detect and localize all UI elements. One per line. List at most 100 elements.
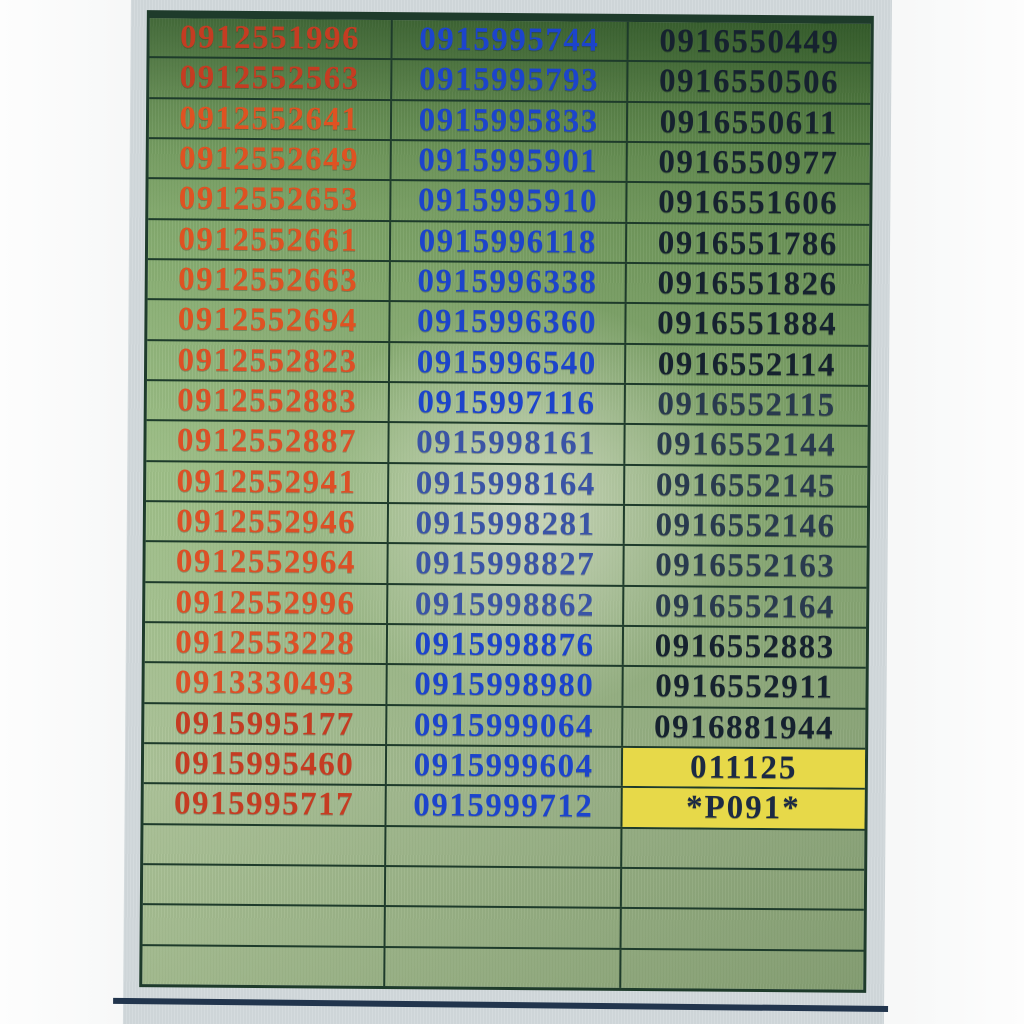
phone-number-cell: 0915995793 [390, 60, 627, 101]
table-row: 0915995717 0915999712 *P091* [143, 784, 865, 831]
phone-number-cell: 0915996338 [388, 262, 625, 303]
table-row: 0912552883 0915997116 0916552115 [146, 381, 868, 428]
empty-cell [619, 828, 865, 869]
empty-table-row [142, 946, 864, 990]
phone-number-cell: 0915995910 [389, 181, 626, 222]
phone-number-cell: 0915995460 [174, 745, 355, 783]
table-row: 0912552649 0915995901 0916550977 [148, 139, 870, 186]
phone-number-cell: 0916552114 [623, 344, 869, 385]
table-row: 0912552946 0915998281 0916552146 [145, 502, 867, 549]
phone-number-cell: 0912552887 [176, 422, 358, 461]
table-row: 0912552653 0915995910 0916551606 [148, 179, 870, 226]
table-row: 0912551996 0915995744 0916550449 [149, 18, 871, 65]
table-row: 0912552563 0915995793 0916550506 [149, 58, 871, 105]
phone-number-cell: 0912552663 [178, 261, 359, 299]
phone-number-cell: 0915998281 [386, 503, 623, 545]
phone-number-cell: 0915996118 [388, 221, 625, 262]
table-row: 0912552663 0915996338 0916551826 [147, 260, 869, 307]
empty-table-row [142, 865, 865, 912]
phone-number-cell: 0916552144 [622, 425, 868, 466]
screen-edge-line [113, 997, 889, 1013]
empty-cell [383, 866, 620, 908]
phone-number-table: 0912551996 0915995744 0916550449 0912552… [139, 10, 874, 993]
empty-cell [618, 949, 864, 990]
phone-number-cell: 0915995717 [173, 785, 355, 824]
table-row: 0912552823 0915996540 0916552114 [146, 340, 869, 387]
phone-number-cell: 0912552946 [176, 503, 357, 541]
table-row: 0912552964 0915998827 0916552163 [145, 542, 867, 589]
table-row: 0912552996 0915998862 0916552164 [145, 582, 867, 629]
phone-number-cell: 0915997116 [387, 382, 624, 424]
phone-number-cell: 0916551826 [624, 263, 869, 305]
table-row: 0912552694 0915996360 0916551884 [147, 300, 869, 347]
table-row: 0913330493 0915998980 0916552911 [144, 663, 866, 710]
phone-number-cell: 0915995901 [389, 141, 626, 182]
phone-number-cell: 0913330493 [174, 664, 356, 703]
promo-code-cell: *P091* [620, 788, 865, 829]
phone-number-cell: 0916552115 [623, 384, 868, 426]
phone-number-cell: 0915995177 [174, 705, 355, 743]
phone-number-cell: 0916550506 [625, 62, 871, 103]
phone-number-cell: 0916550611 [625, 102, 871, 143]
phone-number-cell: 0916552911 [621, 667, 866, 708]
table-row: 0912553228 0915998876 0916552883 [144, 623, 867, 670]
phone-number-cell: 0916550977 [625, 142, 870, 184]
phone-number-cell: 0916552146 [622, 505, 867, 547]
phone-number-cell: 0912552563 [179, 59, 360, 98]
phone-number-cell: 0915999604 [384, 745, 621, 787]
spreadsheet-photo: 0912551996 0915995744 0916550449 0912552… [113, 0, 892, 1024]
phone-number-cell: 0912552649 [178, 140, 360, 178]
table-row: 0912552661 0915996118 0916551786 [147, 219, 870, 266]
phone-number-cell: 0916552145 [622, 465, 868, 506]
phone-number-cell: 0916551786 [624, 223, 870, 264]
phone-number-cell: 0915998827 [386, 544, 623, 585]
table-row: 0912552941 0915998164 0916552145 [146, 461, 868, 508]
phone-number-cell: 0916550449 [626, 21, 871, 63]
phone-number-cell: 0916552163 [621, 546, 867, 587]
phone-number-cell: 0912553228 [175, 624, 356, 662]
phone-number-cell: 0912552694 [177, 301, 358, 340]
phone-number-cell: 0912552661 [178, 221, 359, 259]
empty-cell [383, 947, 620, 988]
phone-number-cell: 0912552653 [178, 180, 359, 219]
empty-cell [143, 825, 384, 865]
empty-cell [143, 905, 384, 945]
empty-cell [383, 907, 620, 948]
phone-number-cell: 0915998161 [387, 423, 624, 464]
empty-cell [142, 946, 383, 986]
table-row: 0912552887 0915998161 0916552144 [146, 421, 868, 468]
phone-number-cell: 0912552641 [179, 100, 360, 138]
promo-code-cell: 011125 [620, 747, 866, 789]
phone-number-cell: 0915996540 [387, 342, 624, 383]
table-row: 0912552641 0915995833 0916550611 [148, 98, 871, 145]
phone-number-cell: 0912552823 [177, 342, 358, 380]
phone-number-cell: 0915998980 [385, 665, 622, 706]
empty-cell [619, 909, 864, 950]
phone-number-cell: 0916552883 [621, 626, 867, 668]
phone-number-cell: 0912552941 [176, 463, 357, 501]
phone-number-cell: 0916881944 [620, 707, 866, 748]
phone-number-cell: 0916551884 [623, 304, 869, 345]
phone-number-cell: 0915998862 [385, 584, 622, 625]
phone-number-cell: 0912552964 [175, 543, 357, 582]
phone-number-cell: 0916551606 [624, 183, 870, 224]
empty-cell [619, 868, 865, 910]
table-row: 0915995460 0915999604 011125 [143, 744, 866, 791]
phone-number-cell: 0915995744 [390, 20, 627, 61]
empty-table-row [142, 905, 864, 952]
phone-number-cell: 0912552883 [177, 382, 358, 420]
phone-number-cell: 0912552996 [175, 584, 356, 622]
phone-number-cell: 0915998876 [385, 624, 622, 666]
phone-number-cell: 0915996360 [388, 302, 625, 343]
phone-number-cell: 0912551996 [179, 19, 361, 57]
phone-number-cell: 0915999712 [384, 786, 621, 827]
phone-number-cell: 0915999064 [384, 705, 621, 746]
phone-number-cell: 0915998164 [386, 463, 623, 504]
phone-number-cell: 0916552164 [621, 586, 867, 627]
table-row: 0915995177 0915999064 0916881944 [144, 703, 866, 750]
empty-table-row [143, 824, 865, 871]
phone-number-cell: 0915995833 [389, 100, 626, 141]
empty-cell [143, 865, 384, 905]
empty-cell [383, 826, 621, 867]
